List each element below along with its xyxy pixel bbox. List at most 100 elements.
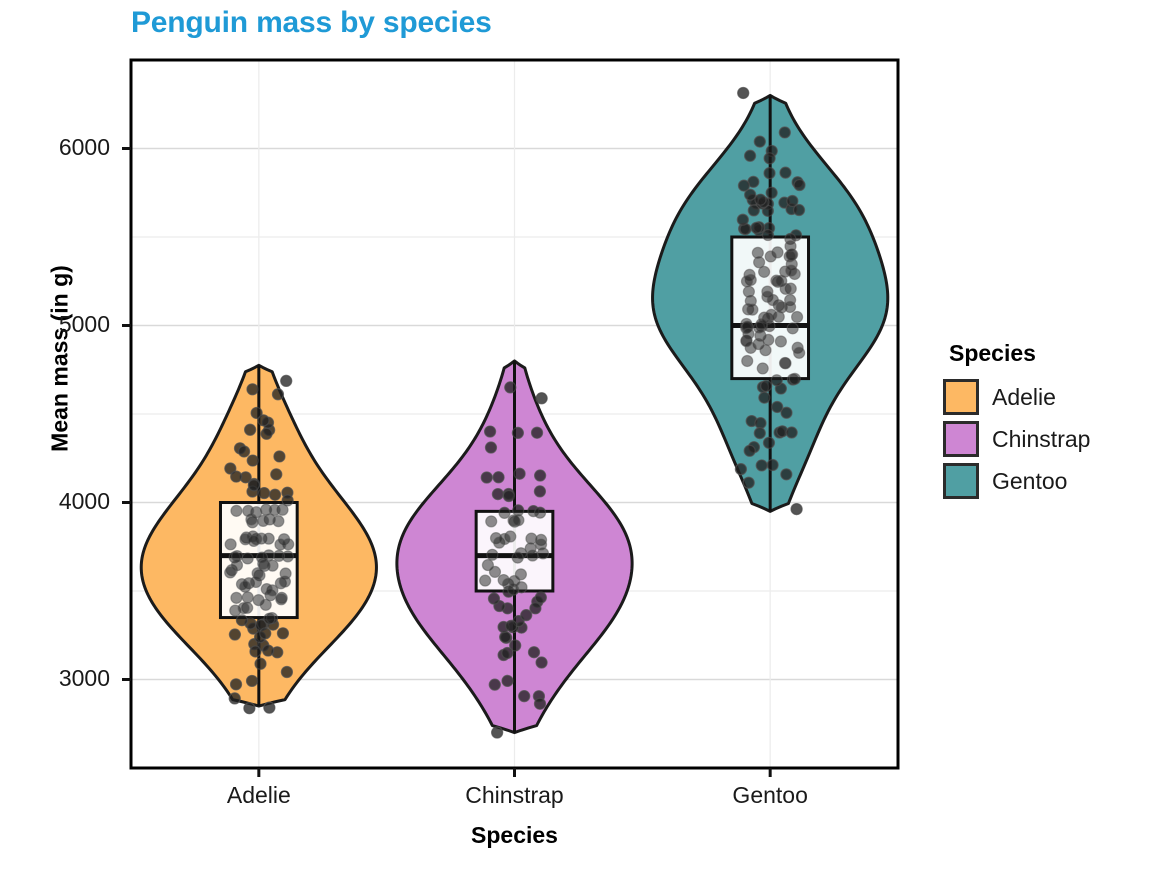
data-point xyxy=(742,327,755,341)
data-point xyxy=(744,188,757,201)
data-point xyxy=(762,436,776,449)
data-point xyxy=(230,504,243,517)
data-point xyxy=(491,487,505,501)
data-point xyxy=(734,463,748,476)
legend-items: Adelie Chinstrap Gentoo xyxy=(943,376,1090,502)
data-point xyxy=(280,374,293,387)
data-point xyxy=(742,476,755,489)
data-point xyxy=(779,282,792,295)
tick-marks xyxy=(122,147,772,777)
data-point xyxy=(247,534,260,548)
legend-title: Species xyxy=(949,340,1036,366)
data-point xyxy=(239,580,252,593)
data-point xyxy=(254,657,267,670)
y-tick-label: 6000 xyxy=(58,133,110,160)
data-point xyxy=(246,454,259,467)
data-point xyxy=(502,489,515,503)
data-point xyxy=(533,697,547,710)
data-point xyxy=(263,701,276,714)
data-point xyxy=(272,515,285,528)
legend-label: Gentoo xyxy=(992,467,1068,494)
data-point xyxy=(511,551,524,564)
data-point xyxy=(242,504,255,518)
data-point xyxy=(786,194,799,208)
data-point xyxy=(230,591,243,604)
data-point xyxy=(262,644,275,657)
data-point xyxy=(262,532,275,545)
data-point xyxy=(504,381,517,394)
legend-item-adelie[interactable]: Adelie xyxy=(943,376,1090,418)
data-point xyxy=(259,627,272,640)
data-point xyxy=(535,656,548,669)
data-point xyxy=(527,646,541,659)
data-point xyxy=(280,665,294,679)
data-point xyxy=(237,602,250,615)
data-point xyxy=(755,459,768,472)
data-point xyxy=(774,335,787,348)
data-point xyxy=(224,538,237,551)
x-axis-title: Species xyxy=(471,822,558,848)
data-point xyxy=(533,485,547,498)
data-point xyxy=(770,374,783,387)
data-point xyxy=(272,549,286,563)
data-point xyxy=(765,308,778,321)
data-point xyxy=(263,612,276,625)
data-point xyxy=(533,506,547,519)
data-point xyxy=(249,575,263,589)
data-point xyxy=(259,598,272,611)
data-point xyxy=(278,575,291,588)
data-point xyxy=(270,468,283,481)
data-point xyxy=(743,444,756,457)
data-point xyxy=(755,318,768,331)
data-point xyxy=(228,692,241,705)
data-point xyxy=(255,551,269,564)
data-point xyxy=(241,552,254,565)
data-point xyxy=(790,502,803,516)
data-point xyxy=(759,344,772,357)
data-point xyxy=(268,488,282,501)
data-point xyxy=(488,565,502,578)
data-point xyxy=(281,494,294,507)
data-point xyxy=(758,391,771,404)
data-point xyxy=(501,674,514,688)
data-point xyxy=(273,450,286,463)
data-point xyxy=(498,532,511,546)
page-title: Penguin mass by species xyxy=(131,6,492,39)
data-point xyxy=(505,619,518,632)
legend-item-gentoo[interactable]: Gentoo xyxy=(943,460,1090,502)
data-point xyxy=(250,406,263,420)
data-point xyxy=(780,468,793,481)
data-point xyxy=(764,250,777,263)
data-point xyxy=(754,417,767,430)
data-point xyxy=(766,458,779,472)
data-point xyxy=(511,426,524,440)
data-point xyxy=(534,469,547,482)
data-point xyxy=(778,126,791,139)
data-point xyxy=(491,726,504,739)
y-tick-label: 3000 xyxy=(58,664,110,691)
data-point xyxy=(779,357,792,370)
data-point xyxy=(754,193,767,206)
jitter-points-top-gentoo xyxy=(734,86,806,516)
data-point xyxy=(485,515,498,528)
data-point xyxy=(780,406,793,419)
data-point xyxy=(480,471,493,484)
data-point xyxy=(501,646,514,660)
data-point xyxy=(508,574,521,588)
data-point xyxy=(530,426,544,439)
legend-item-chinstrap[interactable]: Chinstrap xyxy=(943,418,1090,460)
data-point xyxy=(766,293,779,307)
data-point xyxy=(534,538,548,551)
data-point xyxy=(756,362,769,375)
data-point xyxy=(785,264,798,277)
data-point xyxy=(790,310,804,324)
data-point xyxy=(750,221,763,234)
data-point xyxy=(224,462,237,475)
data-point xyxy=(244,423,257,436)
data-point xyxy=(526,549,539,562)
legend-label: Adelie xyxy=(992,383,1056,410)
data-point xyxy=(535,392,548,405)
data-point xyxy=(762,333,775,346)
data-point xyxy=(275,593,288,606)
